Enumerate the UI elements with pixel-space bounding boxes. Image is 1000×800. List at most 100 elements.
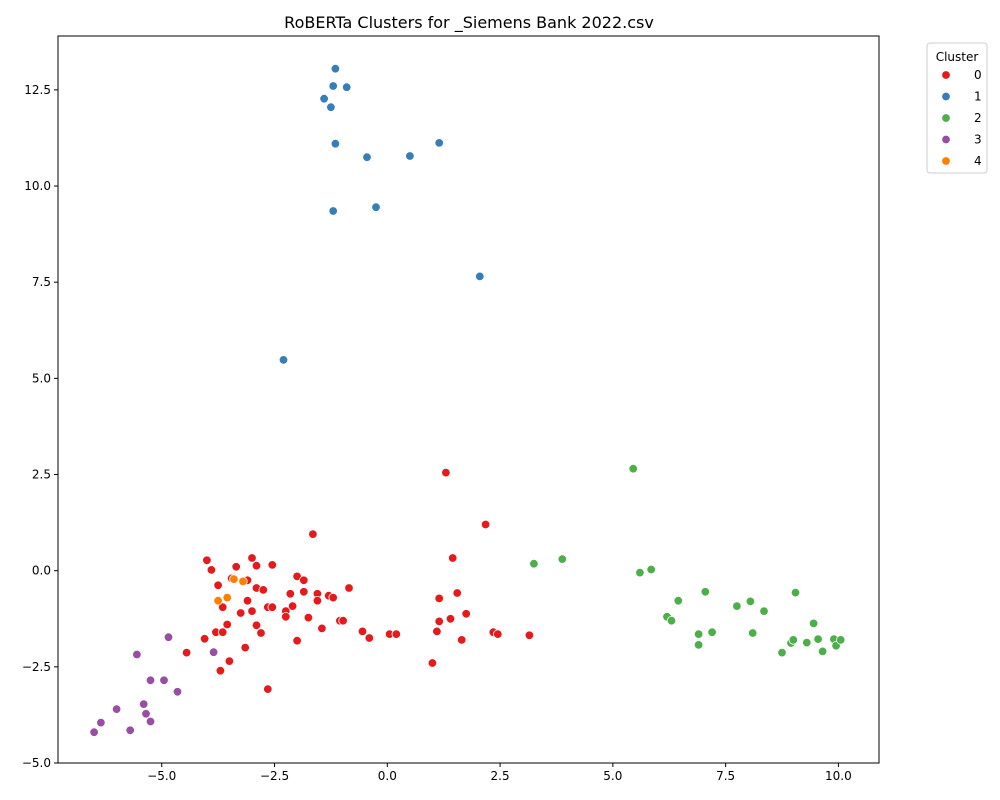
legend-items: 0 1 2 3 4 [941, 68, 982, 168]
data-point [362, 152, 372, 162]
legend-marker [941, 113, 951, 123]
data-point [817, 646, 828, 657]
plot-frame [57, 35, 880, 764]
data-point [163, 632, 174, 642]
data-point [480, 519, 491, 530]
x-tick-label: 7.5 [716, 769, 735, 783]
data-point [217, 627, 228, 637]
data-point [326, 102, 336, 112]
data-point [317, 623, 327, 634]
data-point [759, 606, 769, 616]
series-0 [181, 467, 535, 694]
data-point [445, 614, 456, 624]
legend-item-3: 3 [941, 133, 982, 147]
data-point [292, 636, 302, 646]
data-point [836, 635, 846, 645]
data-point [229, 574, 239, 584]
data-point [434, 593, 444, 604]
data-point [89, 727, 99, 737]
legend-marker [941, 70, 951, 80]
series-1 [278, 63, 485, 365]
data-point [802, 637, 812, 648]
legend-label: 4 [974, 154, 982, 168]
legend-marker [941, 91, 951, 102]
data-point [256, 628, 266, 638]
data-point [217, 602, 228, 612]
data-point [434, 138, 444, 148]
legend-item-4: 4 [941, 154, 982, 168]
data-point [251, 561, 262, 571]
data-point [303, 612, 314, 623]
legend: Cluster 0 1 2 3 4 [926, 42, 988, 174]
data-point [342, 82, 352, 92]
x-tick-label: 2.5 [491, 769, 510, 783]
data-point [427, 658, 438, 668]
data-point [493, 629, 503, 639]
data-point [529, 559, 539, 569]
data-point [206, 565, 217, 575]
data-point [251, 620, 262, 631]
data-point [287, 601, 298, 611]
data-point [224, 656, 235, 666]
data-point [461, 609, 471, 619]
data-point [808, 618, 819, 629]
series-3 [89, 632, 219, 737]
y-tick-label: 2.5 [32, 468, 51, 482]
data-point [693, 629, 704, 639]
data-point [328, 81, 338, 91]
data-point [235, 608, 246, 618]
data-point [240, 642, 250, 653]
data-point [707, 627, 717, 637]
data-point [777, 647, 787, 658]
legend-label: 2 [974, 111, 982, 125]
data-point [238, 576, 248, 587]
x-axis: −5.0 −2.5 0.0 2.5 5.0 7.5 10.0 [147, 763, 852, 783]
data-point [646, 564, 656, 575]
data-point [557, 554, 568, 564]
data-point [700, 587, 711, 597]
legend-item-2: 2 [941, 111, 982, 125]
data-point [267, 602, 278, 612]
data-point [790, 587, 801, 598]
legend-label: 1 [974, 90, 982, 104]
x-tick-label: 5.0 [603, 769, 622, 783]
data-point [299, 587, 309, 597]
data-point [231, 562, 241, 572]
legend-marker [941, 156, 951, 166]
plot-area [58, 36, 879, 763]
data-point [748, 628, 758, 638]
legend-title: Cluster [936, 50, 979, 64]
data-point [263, 684, 273, 694]
data-point [145, 716, 156, 727]
data-point [328, 592, 338, 603]
data-point [475, 271, 485, 282]
data-point [434, 616, 444, 627]
data-point [199, 634, 210, 644]
y-tick-label: 12.5 [24, 83, 51, 97]
series-4 [213, 574, 248, 606]
data-point [628, 464, 638, 474]
data-point [172, 687, 183, 697]
data-point [441, 467, 451, 478]
data-point [432, 626, 442, 637]
data-point [299, 575, 309, 586]
data-point [524, 630, 535, 641]
data-point [96, 717, 106, 728]
legend-item-0: 0 [941, 68, 982, 82]
y-axis: −5.0 −2.5 0.0 2.5 5.0 7.5 10.0 12.5 [22, 83, 58, 770]
y-tick-label: 5.0 [32, 371, 51, 385]
data-point [213, 596, 223, 606]
data-point [208, 647, 219, 657]
data-point [132, 649, 142, 660]
data-point [732, 601, 742, 611]
data-point [448, 553, 458, 563]
data-point [457, 635, 467, 645]
data-point [330, 63, 341, 74]
data-point [813, 634, 823, 644]
data-point [247, 553, 257, 563]
data-point [328, 206, 338, 216]
y-tick-label: 7.5 [32, 275, 51, 289]
data-point [111, 704, 122, 714]
points-layer [89, 63, 846, 737]
